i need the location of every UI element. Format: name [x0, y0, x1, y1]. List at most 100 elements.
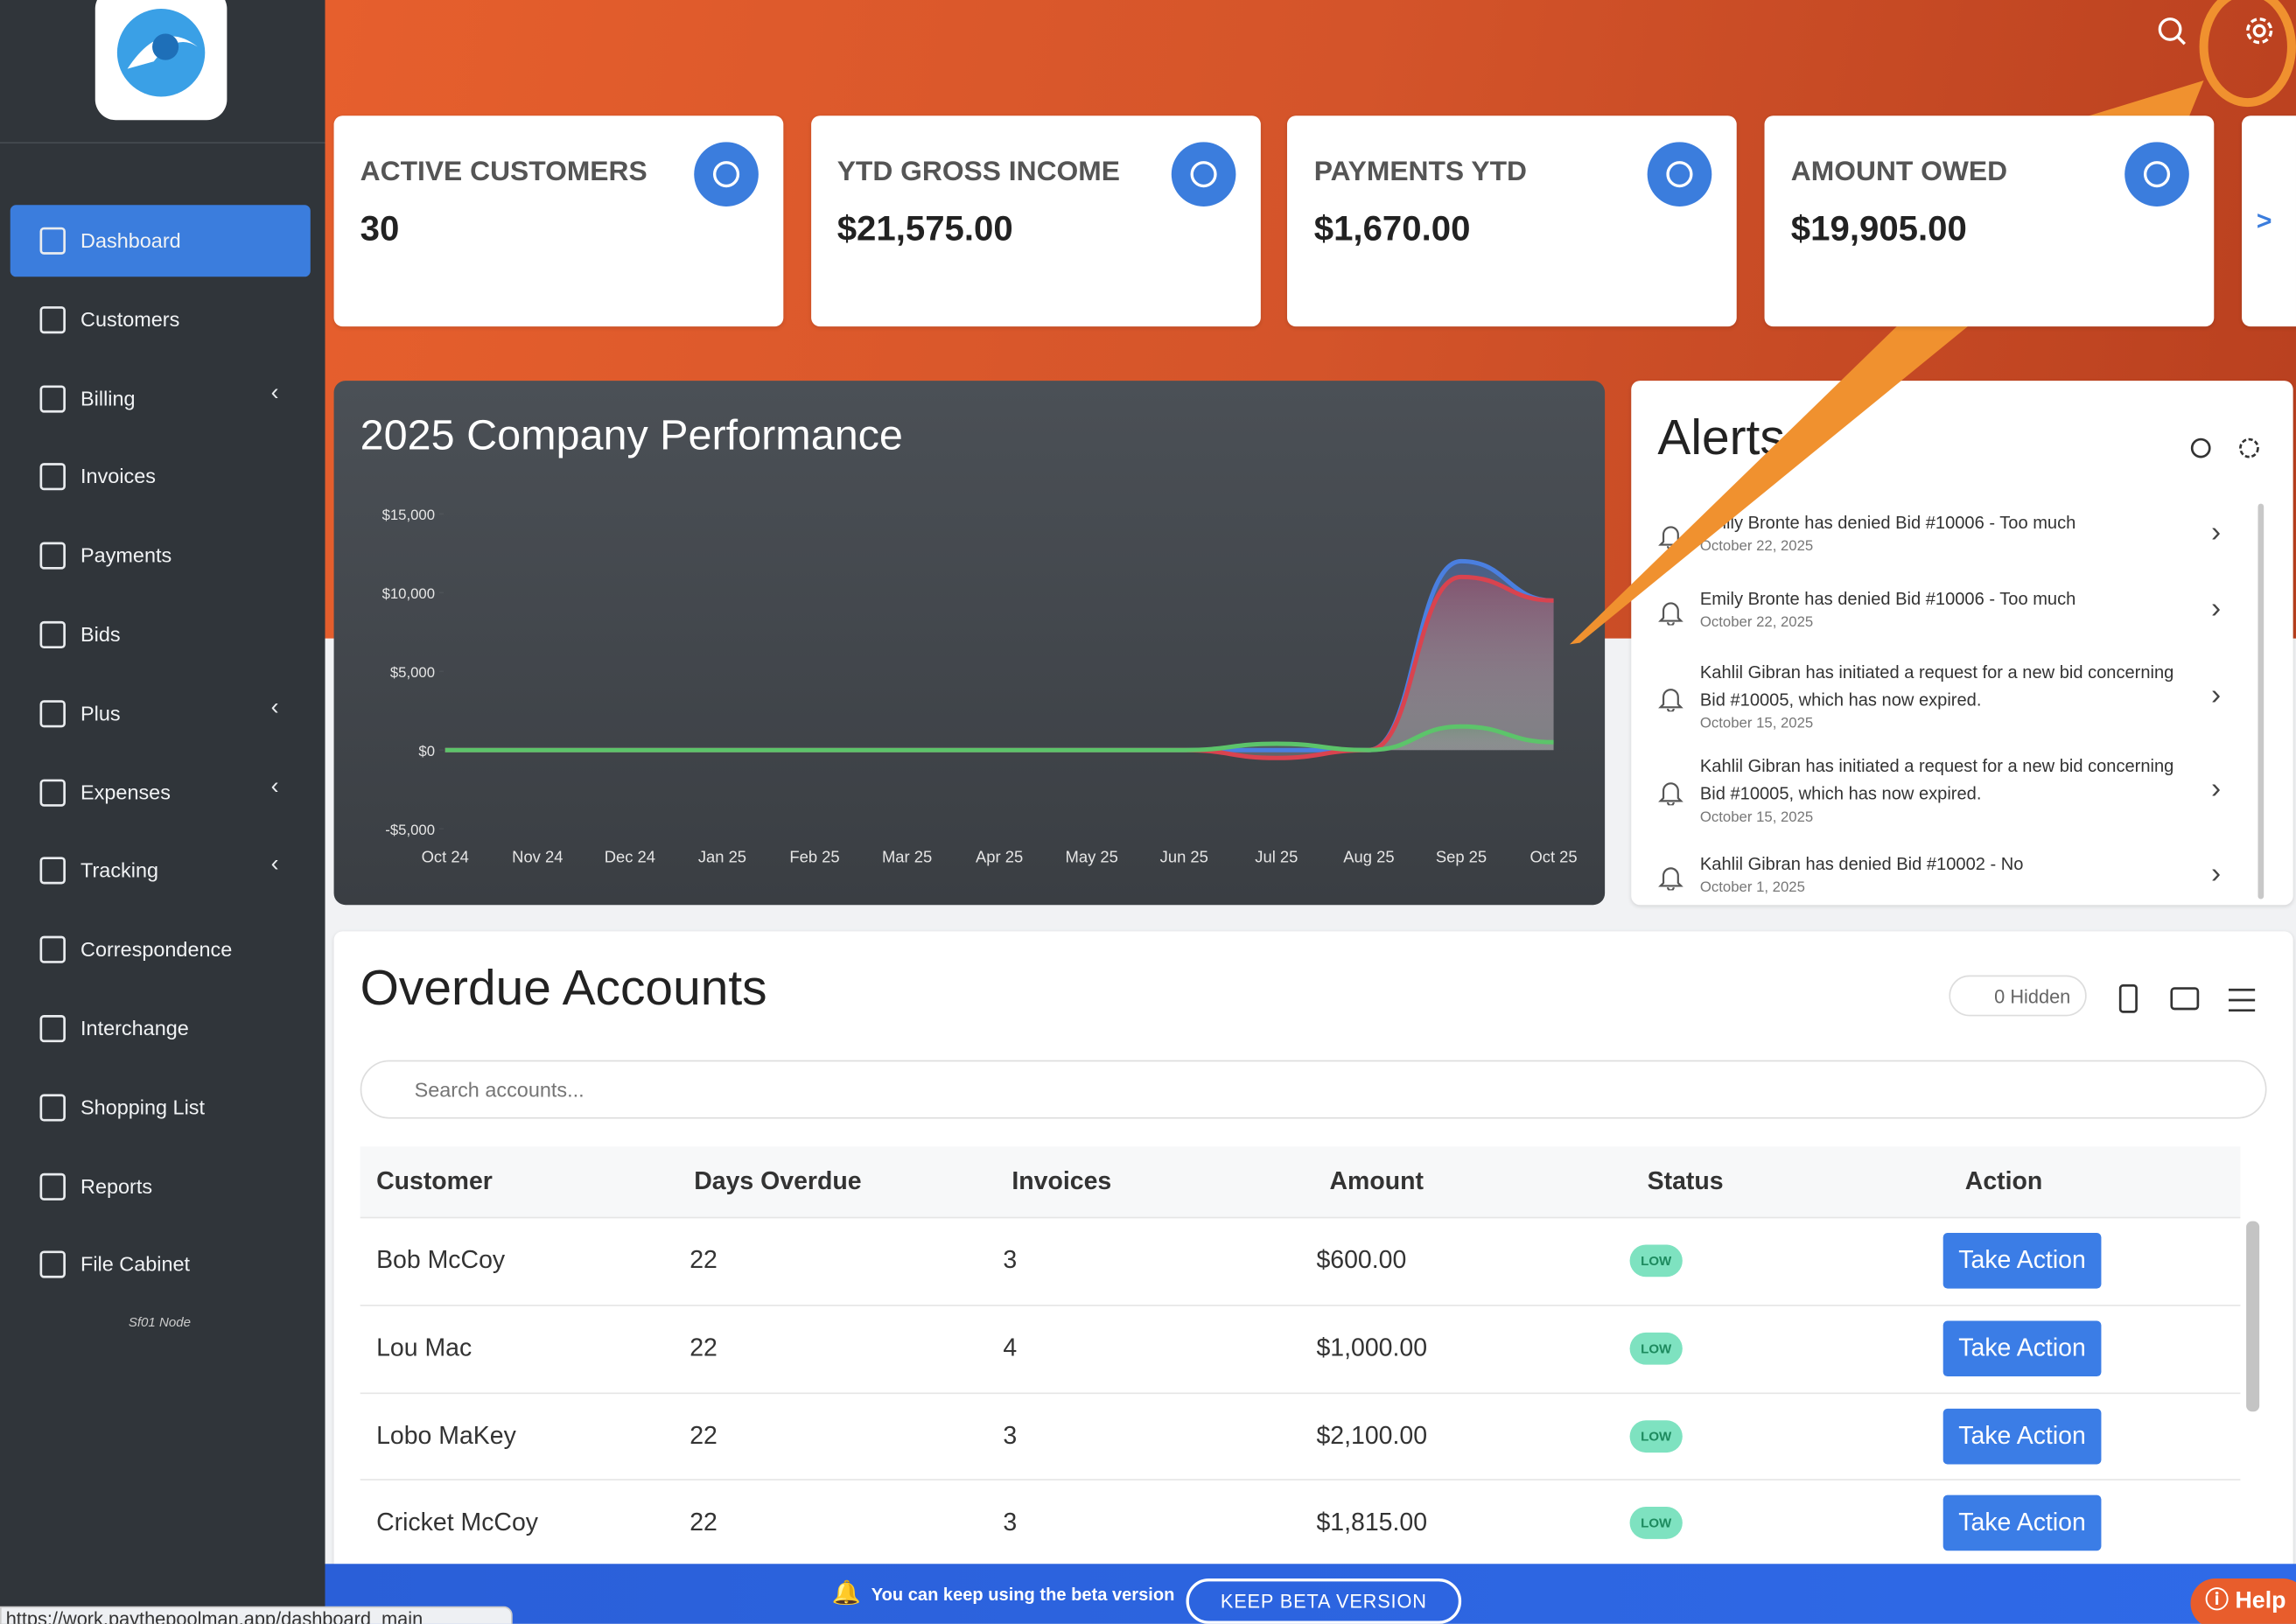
- nav-label: Payments: [80, 543, 172, 567]
- action-button[interactable]: Take Action: [1942, 1320, 2102, 1376]
- y-tick-label: $10,000: [382, 585, 435, 602]
- nav-icon: [39, 227, 66, 255]
- search-icon[interactable]: [2158, 18, 2186, 46]
- logo-art: [116, 9, 206, 97]
- nav-icon: [39, 542, 66, 570]
- alerts-search[interactable]: [2190, 438, 2211, 458]
- alert-item[interactable]: Emily Bronte has denied Bid #10006 - Too…: [1631, 509, 2246, 583]
- nav-item[interactable]: Invoices: [10, 441, 311, 513]
- stat-icon-ring: [1190, 161, 1217, 188]
- alert-item[interactable]: Kahlil Gibran has initiated a request fo…: [1631, 752, 2246, 826]
- help-button[interactable]: ⓘ Help: [2190, 1578, 2296, 1624]
- nav-item[interactable]: File Cabinet: [10, 1229, 311, 1301]
- series-area: [444, 577, 1554, 759]
- table-header-bg: [360, 1146, 2241, 1217]
- stat-card: ACTIVE CUSTOMERS 30: [333, 116, 784, 327]
- x-tick-label: Apr 25: [976, 848, 1023, 866]
- status-badge: LOW: [1629, 1332, 1683, 1365]
- nav-icon: [39, 1015, 66, 1043]
- search-input[interactable]: Search accounts...: [360, 1060, 2267, 1119]
- nav-icon: [39, 305, 66, 333]
- alert-item[interactable]: Emily Bronte has denied Bid #10006 - Too…: [1631, 585, 2246, 659]
- bell-shape: [1658, 867, 1684, 891]
- nav-icon-shape: [39, 1172, 66, 1200]
- bell-shape: [1658, 689, 1684, 712]
- mail-icon[interactable]: [2170, 987, 2200, 1011]
- nav-item[interactable]: Correspondence: [10, 914, 311, 986]
- filter-icon[interactable]: [2229, 988, 2256, 1012]
- nav-item[interactable]: Billing ‹: [10, 362, 311, 434]
- alerts-settings[interactable]: [2239, 438, 2259, 458]
- alert-date: October 15, 2025: [1699, 809, 1814, 826]
- nav-item[interactable]: Dashboard: [10, 205, 311, 277]
- alert-date: October 15, 2025: [1699, 716, 1814, 732]
- action-button[interactable]: Take Action: [1942, 1408, 2102, 1464]
- nav-icon-shape: [39, 1094, 66, 1122]
- top-icons: [2158, 18, 2273, 46]
- x-tick-label: Oct 25: [1530, 848, 1577, 866]
- table-cell: 3: [1003, 1246, 1018, 1274]
- nav-item[interactable]: Expenses ‹: [10, 757, 311, 829]
- y-tick-label: $5,000: [390, 664, 435, 681]
- alert-item[interactable]: Kahlil Gibran has denied Bid #10002 - No…: [1631, 850, 2246, 905]
- nav-item[interactable]: Customers: [10, 284, 311, 355]
- bell-shape: [1658, 526, 1684, 550]
- banner-message: You can keep using the beta version: [871, 1584, 1175, 1606]
- alert-message: Emily Bronte has denied Bid #10006 - Too…: [1699, 512, 2076, 534]
- series-line: [444, 558, 1554, 752]
- nav-chevron: ‹: [270, 774, 279, 800]
- column-header: Amount: [1329, 1166, 1424, 1195]
- nav-chevron: ‹: [270, 852, 279, 878]
- logo[interactable]: [94, 0, 228, 121]
- stat-value: $1,670.00: [1313, 209, 1471, 249]
- nav-item[interactable]: Payments: [10, 520, 311, 592]
- table-tools: [2118, 984, 2256, 1013]
- nav-item[interactable]: Bids: [10, 598, 311, 670]
- nav-label: Customers: [80, 307, 180, 331]
- nav-item[interactable]: Plus ‹: [10, 677, 311, 749]
- stat-value: $19,905.00: [1790, 209, 1967, 249]
- nav-icon-shape: [39, 227, 66, 255]
- nav-icon-shape: [39, 857, 66, 886]
- hidden-toggle[interactable]: 0 Hidden: [1949, 975, 2087, 1017]
- nav-icon-shape: [39, 1251, 66, 1279]
- nav-label: Invoices: [80, 465, 156, 488]
- nav-item[interactable]: Shopping List: [10, 1072, 311, 1144]
- nav-item[interactable]: Interchange: [10, 993, 311, 1065]
- action-button[interactable]: Take Action: [1942, 1495, 2102, 1551]
- alert-message: Kahlil Gibran has initiated a request fo…: [1699, 755, 2174, 804]
- nav-label: Plus: [80, 701, 121, 725]
- nav-icon: [39, 699, 66, 728]
- mobile-icon[interactable]: [2118, 984, 2138, 1013]
- nav-label: Billing: [80, 386, 136, 410]
- stat-icon-glyph: [1667, 161, 1694, 188]
- alerts-scrollbar: [2258, 503, 2264, 900]
- cards-more-label[interactable]: >: [2256, 206, 2272, 236]
- series-line: [444, 724, 1554, 752]
- alert-item[interactable]: Kahlil Gibran has initiated a request fo…: [1631, 659, 2246, 732]
- alert-message: Emily Bronte has denied Bid #10006 - Too…: [1699, 588, 2076, 610]
- nav-icon-shape: [39, 1015, 66, 1043]
- nav-item[interactable]: Reports: [10, 1151, 311, 1222]
- x-tick-label: May 25: [1066, 848, 1118, 866]
- row-divider: [360, 1304, 2241, 1306]
- alert-date: October 22, 2025: [1699, 538, 1814, 556]
- nav-label: File Cabinet: [80, 1252, 191, 1277]
- stat-label: PAYMENTS YTD: [1313, 157, 1528, 188]
- action-button[interactable]: Take Action: [1942, 1233, 2102, 1289]
- nav-icon-shape: [39, 542, 66, 570]
- banner-button[interactable]: KEEP BETA VERSION: [1186, 1578, 1462, 1624]
- chart-card: 2025 Company Performance -$5,000 $0 $5,000 $…: [333, 381, 1606, 906]
- alerts-tools: [2190, 438, 2259, 458]
- cards-more: >: [2242, 116, 2296, 327]
- nav-label: Dashboard: [80, 228, 181, 252]
- nav-icon: [39, 620, 66, 649]
- nav-icon-shape: [39, 778, 66, 807]
- settings-icon[interactable]: [2246, 18, 2273, 45]
- overdue-title: Overdue Accounts: [360, 960, 767, 1017]
- bell-shape: [1658, 782, 1684, 806]
- alert-chevron: ›: [2210, 858, 2222, 891]
- stat-card: YTD GROSS INCOME $21,575.00: [810, 116, 1261, 327]
- nav-item[interactable]: Tracking ‹: [10, 836, 311, 907]
- x-tick-label: Mar 25: [882, 848, 932, 866]
